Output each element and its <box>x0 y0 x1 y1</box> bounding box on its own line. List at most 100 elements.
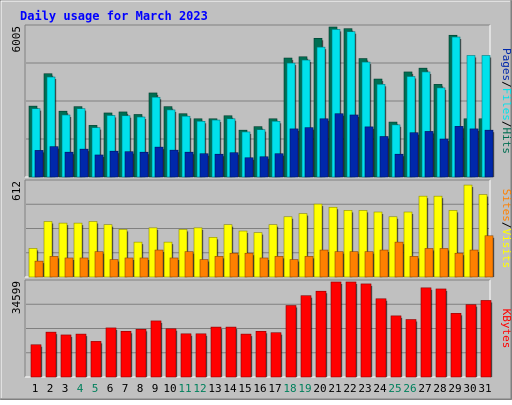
bar-shadow <box>478 130 480 177</box>
bar-shadow <box>190 118 192 177</box>
bar-sites-day-31 <box>484 235 494 278</box>
bar-shadow <box>415 78 417 177</box>
bar-pages-day-18 <box>289 128 299 178</box>
bar-shadow <box>268 259 270 277</box>
bar-shadow <box>283 155 285 177</box>
bar-shadow <box>313 258 315 277</box>
bar-sites-day-6 <box>109 259 119 278</box>
bar-pages-day-26 <box>409 132 419 178</box>
legend-separator: / <box>500 222 512 229</box>
bar-shadow <box>475 57 477 177</box>
chart-title: Daily usage for March 2023 <box>20 9 208 23</box>
bar-shadow <box>433 250 435 277</box>
bar-shadow <box>56 334 58 377</box>
bar-shadow <box>191 335 193 377</box>
bar-sites-day-28 <box>439 248 449 278</box>
bar-shadow <box>403 244 405 277</box>
bar-shadow <box>280 123 282 177</box>
bar-shadow <box>292 218 294 277</box>
bar-sites-day-30 <box>469 249 479 278</box>
bar-shadow <box>341 284 343 377</box>
bar-shadow <box>193 253 195 277</box>
bar-shadow <box>163 149 165 177</box>
bar-sites-day-19 <box>304 256 314 278</box>
x-tick-label-20: 20 <box>313 382 326 395</box>
bar-shadow <box>160 99 162 177</box>
bar-kbytes-day-7 <box>120 331 132 378</box>
legend-kbytes: KBytes <box>500 309 512 349</box>
bar-kbytes-day-17 <box>270 332 282 378</box>
bar-shadow <box>386 300 388 377</box>
bar-shadow <box>73 259 75 277</box>
bar-shadow <box>430 73 432 177</box>
bar-shadow <box>253 159 255 177</box>
bar-kbytes-day-13 <box>210 326 222 378</box>
x-tick-label-16: 16 <box>253 382 266 395</box>
bar-sites-day-1 <box>34 260 44 278</box>
bar-kbytes-day-23 <box>360 283 372 378</box>
bar-shadow <box>295 65 297 177</box>
bar-sites-day-9 <box>154 249 164 278</box>
bar-pages-day-24 <box>379 136 389 178</box>
bar-shadow <box>221 329 223 377</box>
bar-shadow <box>355 33 357 177</box>
bar-kbytes-day-27 <box>420 287 432 378</box>
bar-shadow <box>373 253 375 277</box>
bar-shadow <box>41 346 43 377</box>
bar-shadow <box>358 253 360 277</box>
bar-shadow <box>223 258 225 277</box>
bar-shadow <box>418 258 420 277</box>
x-tick-label-10: 10 <box>163 382 176 395</box>
x-tick-label-18: 18 <box>283 382 296 395</box>
bar-pages-day-23 <box>364 126 374 178</box>
bar-pages-day-16 <box>259 156 269 178</box>
bar-sites-day-17 <box>274 256 284 278</box>
bar-shadow <box>85 110 87 177</box>
bar-shadow <box>298 261 300 277</box>
bar-sites-day-25 <box>394 241 404 278</box>
bar-sites-day-23 <box>364 251 374 278</box>
bar-sites-day-24 <box>379 249 389 278</box>
bar-pages-day-21 <box>334 113 344 178</box>
x-tick-label-21: 21 <box>328 382 341 395</box>
bar-shadow <box>58 258 60 277</box>
bar-shadow <box>491 302 493 377</box>
x-tick-label-11: 11 <box>178 382 191 395</box>
bar-pages-day-6 <box>109 150 119 178</box>
bar-shadow <box>446 290 448 377</box>
bar-sites-day-12 <box>199 259 209 278</box>
bar-shadow <box>298 130 300 177</box>
bar-shadow <box>352 212 354 277</box>
bar-shadow <box>461 315 463 377</box>
bar-shadow <box>463 255 465 277</box>
bar-kbytes-day-24 <box>375 298 387 378</box>
bar-shadow <box>52 223 54 277</box>
bar-shadow <box>457 212 459 277</box>
bar-pages-day-9 <box>154 146 164 178</box>
legend-separator: / <box>500 81 512 88</box>
bar-pages-day-10 <box>169 149 179 178</box>
bar-shadow <box>163 252 165 277</box>
bar-shadow <box>220 122 222 177</box>
bar-kbytes-day-30 <box>465 304 477 378</box>
panel-visits-sites: 612 Sites/Visits <box>10 179 512 278</box>
bar-pages-day-11 <box>184 151 194 178</box>
bar-shadow <box>193 154 195 177</box>
bar-shadow <box>145 119 147 177</box>
x-tick-label-7: 7 <box>122 382 129 395</box>
x-axis-labels: 1 2 3 4 5 6 7 8 9 10 11 12 13 14 15 16 17 18 19 20 21 22 23 24 2… <box>32 382 492 395</box>
bar-shadow <box>43 152 45 177</box>
bar-shadow <box>206 335 208 377</box>
legend-item-files: Files <box>500 88 512 121</box>
bar-kbytes-day-2 <box>45 331 57 378</box>
bar-shadow <box>400 126 402 177</box>
bar-shadow <box>178 152 180 177</box>
bar-shadow <box>371 285 373 377</box>
bar-shadow <box>442 198 444 277</box>
bar-shadow <box>493 237 495 277</box>
x-tick-label-31: 31 <box>478 382 491 395</box>
bar-kbytes-day-26 <box>405 319 417 378</box>
bar-shadow <box>311 297 313 377</box>
bar-shadow <box>88 151 90 177</box>
